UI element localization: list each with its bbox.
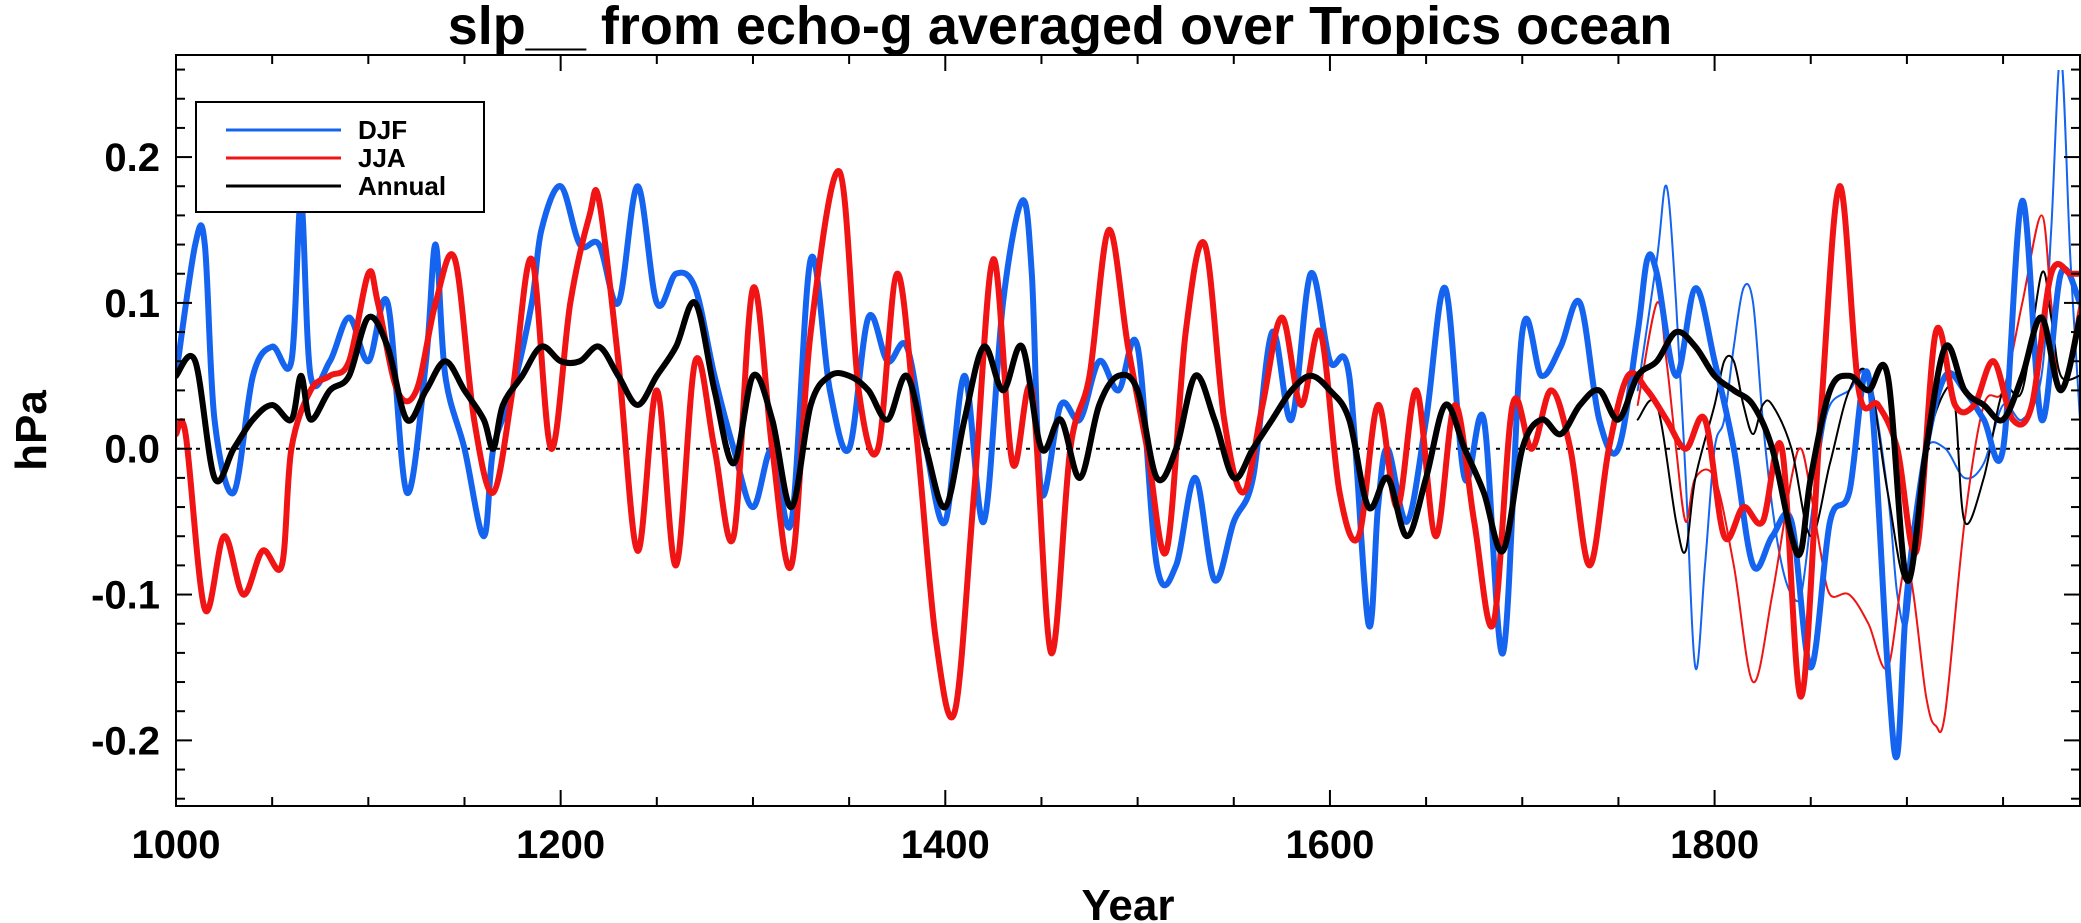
y-tick-label: 0.0 <box>104 428 160 472</box>
y-tick-label: 0.1 <box>104 282 160 326</box>
chart-title: slp__ from echo-g averaged over Tropics … <box>448 0 1672 56</box>
y-tick-label: -0.2 <box>91 719 160 763</box>
x-axis-label: Year <box>1082 881 1175 923</box>
plot-area: 1000 1200 1400 1600 1800 -0.2 -0.1 0.0 0.1 0.2 <box>91 54 2081 867</box>
legend-label-djf: DJF <box>358 115 407 145</box>
y-tick-label: -0.1 <box>91 574 160 618</box>
series-group <box>176 70 2081 761</box>
x-tick-label: 1200 <box>516 823 605 867</box>
x-tick-label: 1600 <box>1285 823 1374 867</box>
legend-label-annual: Annual <box>358 171 446 201</box>
x-tick-label: 1800 <box>1670 823 1759 867</box>
x-tick-label: 1400 <box>901 823 990 867</box>
series-line-djf <box>176 183 2081 761</box>
ticks-group: 1000 1200 1400 1600 1800 -0.2 -0.1 0.0 0.1 0.2 <box>91 55 2080 867</box>
y-tick-label: 0.2 <box>104 136 160 180</box>
series-line-jja <box>176 168 2081 721</box>
plot-frame <box>175 54 2081 807</box>
y-axis-label: hPa <box>7 390 56 471</box>
legend-label-jja: JJA <box>358 143 406 173</box>
series-line-annual <box>176 299 2081 584</box>
x-tick-label: 1000 <box>132 823 221 867</box>
